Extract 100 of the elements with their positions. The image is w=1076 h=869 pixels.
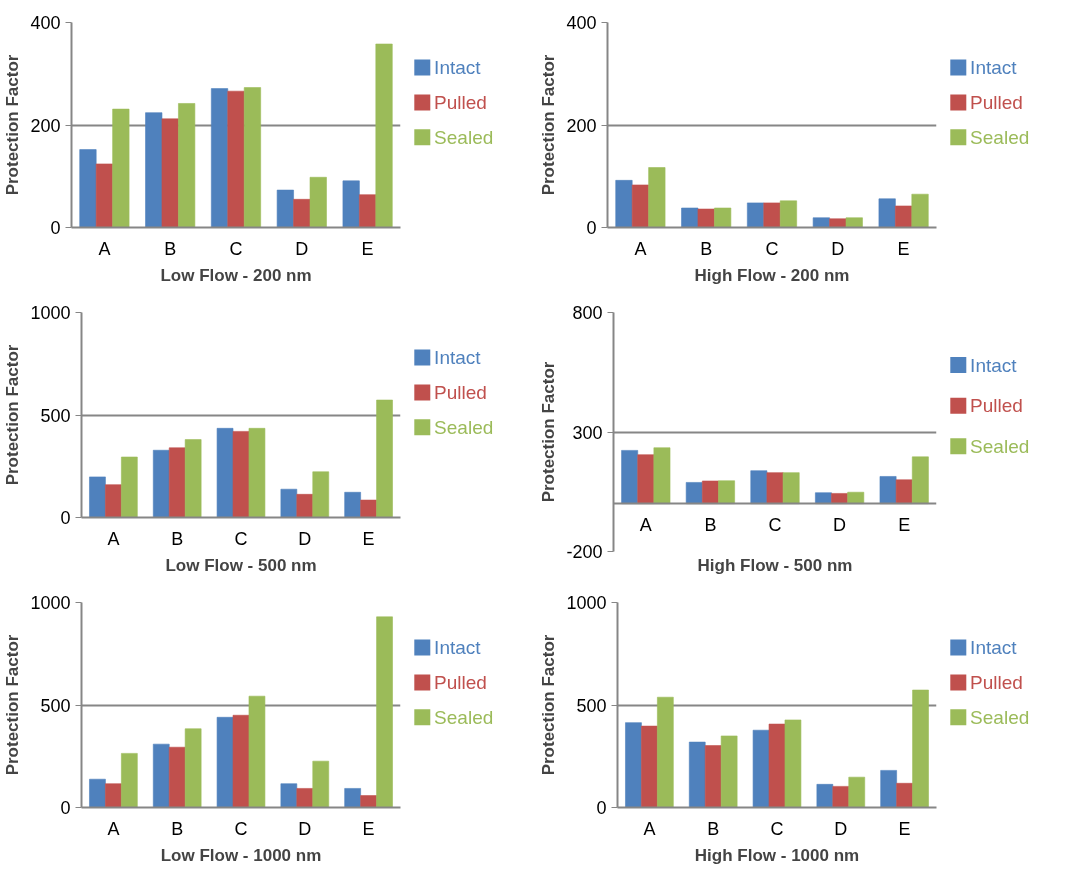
bar [312, 471, 330, 518]
bar [358, 194, 377, 228]
bar [168, 746, 186, 808]
x-tick-label: A [107, 528, 120, 549]
bar [296, 493, 314, 518]
bar [832, 785, 850, 808]
bar [152, 449, 170, 518]
bar [848, 776, 866, 808]
x-axis-title: High Flow - 1000 nm [694, 845, 860, 865]
y-tick-label: 1000 [30, 593, 71, 613]
x-tick-label: E [898, 818, 911, 839]
bar [845, 217, 863, 228]
x-tick-label: C [234, 818, 248, 839]
y-tick-label: 0 [50, 218, 61, 238]
bar [152, 743, 170, 808]
bar [704, 745, 722, 808]
x-tick-label: C [229, 238, 243, 259]
bar [911, 193, 929, 228]
text: Intact [970, 637, 1018, 659]
bar [248, 427, 266, 518]
legend-label: Sealed [434, 416, 494, 438]
bar [701, 480, 719, 505]
y-tick-label: 1000 [566, 593, 607, 613]
y-tick-label: 0 [586, 218, 597, 238]
y-axis-title: Protection Factor [3, 344, 23, 486]
bar [276, 189, 295, 228]
y-tick-label: 0 [60, 798, 71, 818]
x-tick-label: B [707, 818, 720, 839]
bar [766, 472, 784, 505]
bar [342, 180, 360, 228]
x-tick-label: A [634, 238, 647, 259]
x-tick-label: D [834, 818, 848, 839]
legend-label: Intact [970, 57, 1018, 79]
legend-label: Sealed [434, 126, 494, 148]
bar [816, 783, 834, 808]
text: Intact [434, 347, 482, 369]
x-tick-label: B [700, 238, 713, 259]
bar [375, 43, 393, 228]
bar [104, 484, 122, 518]
x-axis-title: Low Flow - 500 nm [165, 555, 317, 575]
bar [216, 716, 234, 808]
bar [750, 470, 768, 505]
legend-label: Intact [434, 57, 482, 79]
bar [95, 163, 114, 228]
text: Pulled [970, 671, 1023, 693]
bar [812, 217, 831, 228]
bar [177, 102, 196, 228]
legend-label: Sealed [970, 435, 1030, 457]
bar [713, 207, 732, 228]
bar [280, 488, 298, 518]
bar [376, 616, 394, 808]
bar [293, 198, 311, 228]
bar [782, 472, 800, 505]
bar [637, 454, 655, 505]
bar [768, 723, 786, 808]
y-tick-label: 400 [566, 13, 597, 33]
bar [880, 769, 898, 808]
bar [210, 88, 229, 228]
bar [360, 795, 378, 808]
bar [894, 205, 913, 228]
bar [829, 218, 847, 228]
x-tick-label: B [704, 514, 717, 535]
x-tick-label: E [362, 818, 375, 839]
bar [763, 202, 781, 228]
y-axis-title: Protection Factor [539, 634, 559, 776]
bar [656, 696, 674, 808]
bar [648, 167, 666, 228]
x-tick-label: D [833, 514, 847, 535]
bar [88, 476, 106, 518]
legend-label: Pulled [970, 395, 1023, 417]
bar [720, 735, 738, 808]
y-tick-label: -200 [566, 542, 603, 562]
text: Intact [434, 637, 482, 659]
x-tick-label: D [298, 528, 312, 549]
x-tick-label: E [898, 514, 911, 535]
bar [232, 430, 250, 518]
legend-label: Sealed [970, 126, 1030, 148]
bar [878, 198, 896, 228]
x-tick-label: B [171, 528, 184, 549]
bar [79, 149, 97, 228]
bar [376, 399, 394, 518]
bar [752, 729, 770, 808]
x-tick-label: B [171, 818, 184, 839]
y-axis-title: Protection Factor [539, 361, 559, 503]
y-tick-label: 0 [596, 798, 607, 818]
bar [184, 728, 202, 808]
text: Intact [970, 354, 1018, 376]
x-tick-label: C [765, 238, 779, 259]
bar [145, 112, 163, 228]
x-tick-label: C [768, 514, 782, 535]
x-axis-title: High Flow - 200 nm [694, 265, 850, 285]
y-tick-label: 800 [572, 303, 603, 323]
x-tick-label: E [362, 528, 375, 549]
x-tick-label: D [295, 238, 309, 259]
bar [640, 725, 658, 808]
bar [161, 118, 179, 228]
bar [911, 456, 929, 505]
bar [120, 456, 138, 518]
y-tick-label: 200 [30, 115, 61, 136]
bar [168, 447, 186, 518]
